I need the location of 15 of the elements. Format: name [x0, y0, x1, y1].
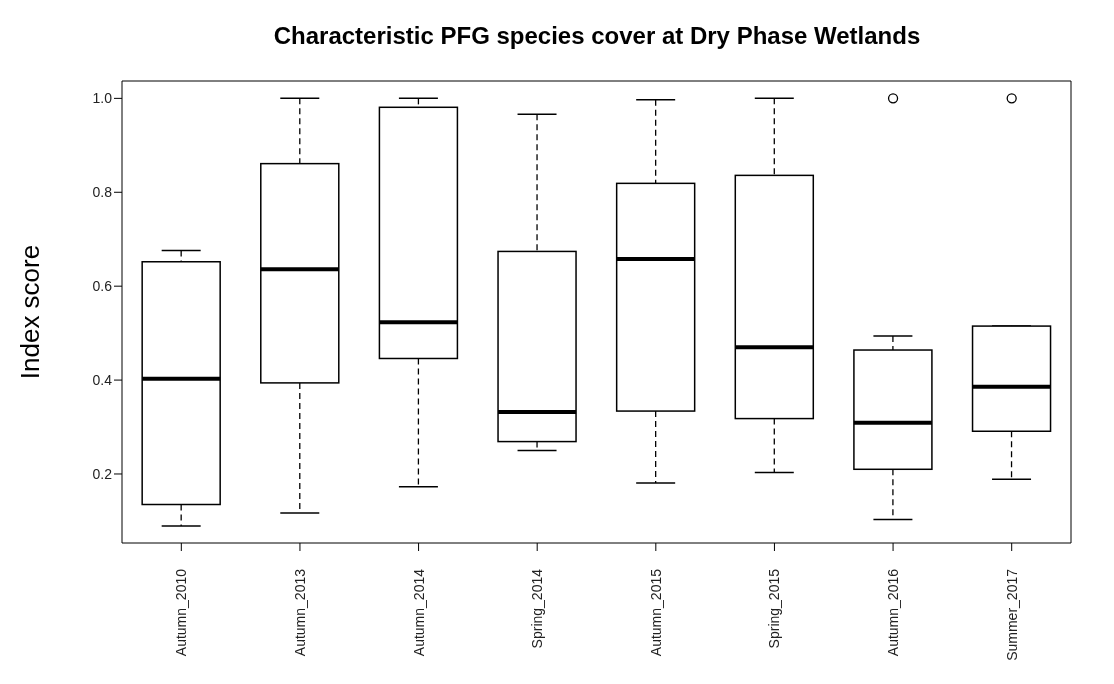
y-tick-label: 0.2 — [92, 465, 113, 482]
y-tick-label: 0.6 — [92, 278, 113, 295]
x-tick-label: Autumn_2014 — [410, 568, 427, 657]
x-tick-label: Summer_2017 — [1003, 568, 1020, 661]
x-tick-label: Autumn_2013 — [291, 568, 308, 657]
y-axis-title: Index score — [15, 244, 46, 380]
chart-title: Characteristic PFG species cover at Dry Phase Wetlands — [272, 22, 922, 50]
y-tick-label: 1.0 — [92, 90, 113, 107]
x-tick-label: Spring_2015 — [766, 568, 783, 649]
x-tick-label: Autumn_2016 — [885, 568, 902, 657]
y-tick-label: 0.4 — [92, 372, 113, 389]
x-tick-label: Autumn_2015 — [647, 568, 664, 657]
x-tick-label: Spring_2014 — [529, 568, 546, 649]
y-tick-label: 0.8 — [92, 184, 113, 201]
x-tick-label: Autumn_2010 — [173, 568, 190, 657]
